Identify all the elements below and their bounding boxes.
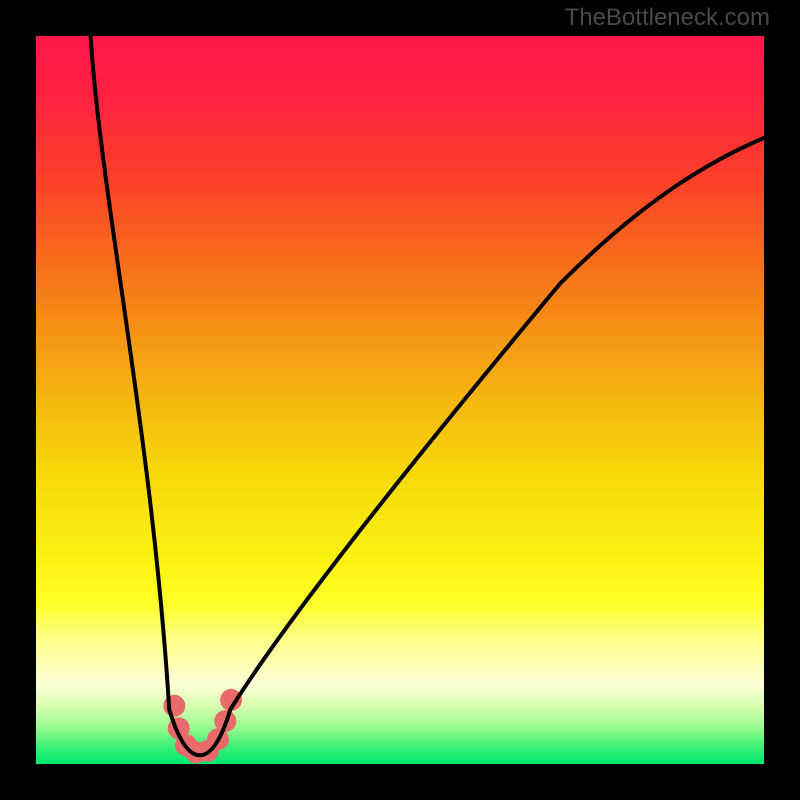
curve-overlay (0, 0, 800, 800)
chart-canvas: TheBottleneck.com (0, 0, 800, 800)
watermark-text: TheBottleneck.com (565, 4, 770, 32)
bottleneck-v-curve (91, 36, 764, 755)
